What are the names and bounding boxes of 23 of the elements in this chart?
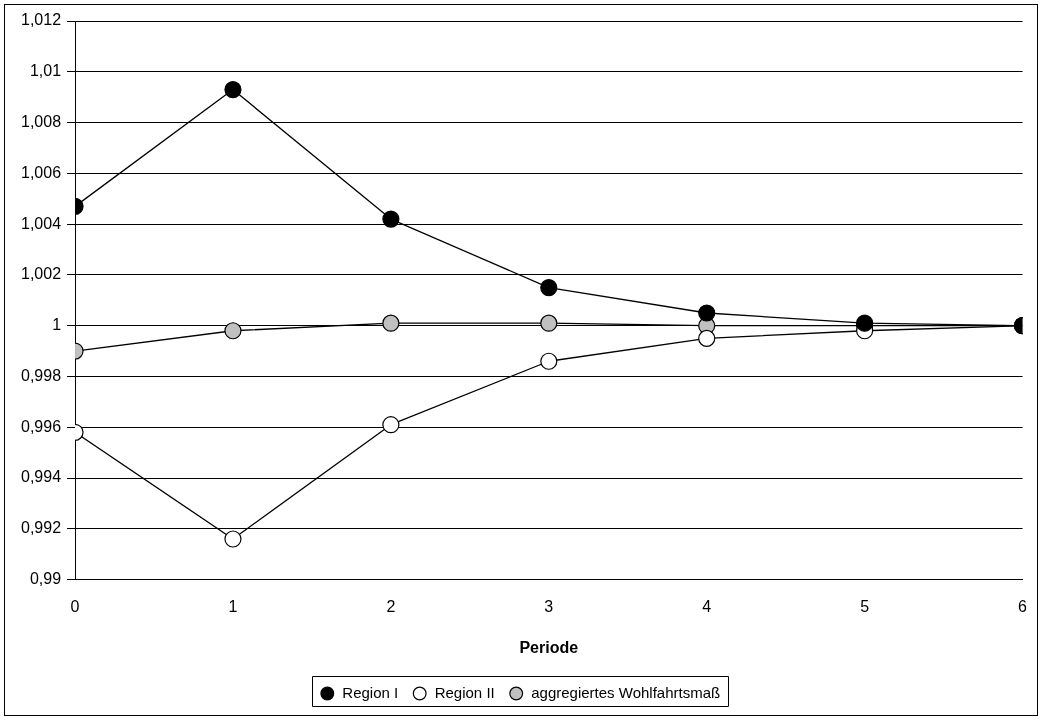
y-tick-label: 1,012 bbox=[20, 11, 62, 29]
x-tick-label: 0 bbox=[70, 597, 80, 615]
x-tick-label: 2 bbox=[386, 597, 396, 615]
y-tick-label: 0,994 bbox=[20, 468, 62, 486]
x-tick-label: 4 bbox=[702, 597, 712, 615]
y-tick-label: 1 bbox=[52, 316, 62, 334]
x-tick-label: 3 bbox=[544, 597, 554, 615]
legend-label: aggregiertes Wohlfahrtsmaß bbox=[531, 683, 721, 701]
legend-label: Region II bbox=[434, 683, 495, 701]
y-tick-label: 1,008 bbox=[20, 112, 62, 130]
y-tick-label: 1,002 bbox=[20, 265, 62, 283]
y-tick-label: 1,004 bbox=[20, 214, 62, 232]
y-tick-label: 0,992 bbox=[20, 519, 62, 537]
x-tick-label: 5 bbox=[860, 597, 870, 615]
y-tick-label: 0,998 bbox=[20, 366, 62, 384]
y-tick-label: 1,006 bbox=[20, 163, 62, 181]
x-tick-label: 6 bbox=[1018, 597, 1028, 615]
y-tick-label: 0,99 bbox=[29, 570, 62, 588]
x-axis-title: Periode bbox=[519, 638, 579, 656]
legend-label: Region I bbox=[342, 683, 399, 701]
y-tick-label: 1,01 bbox=[29, 62, 62, 80]
x-tick-label: 1 bbox=[228, 597, 238, 615]
y-tick-label: 0,996 bbox=[20, 417, 62, 435]
